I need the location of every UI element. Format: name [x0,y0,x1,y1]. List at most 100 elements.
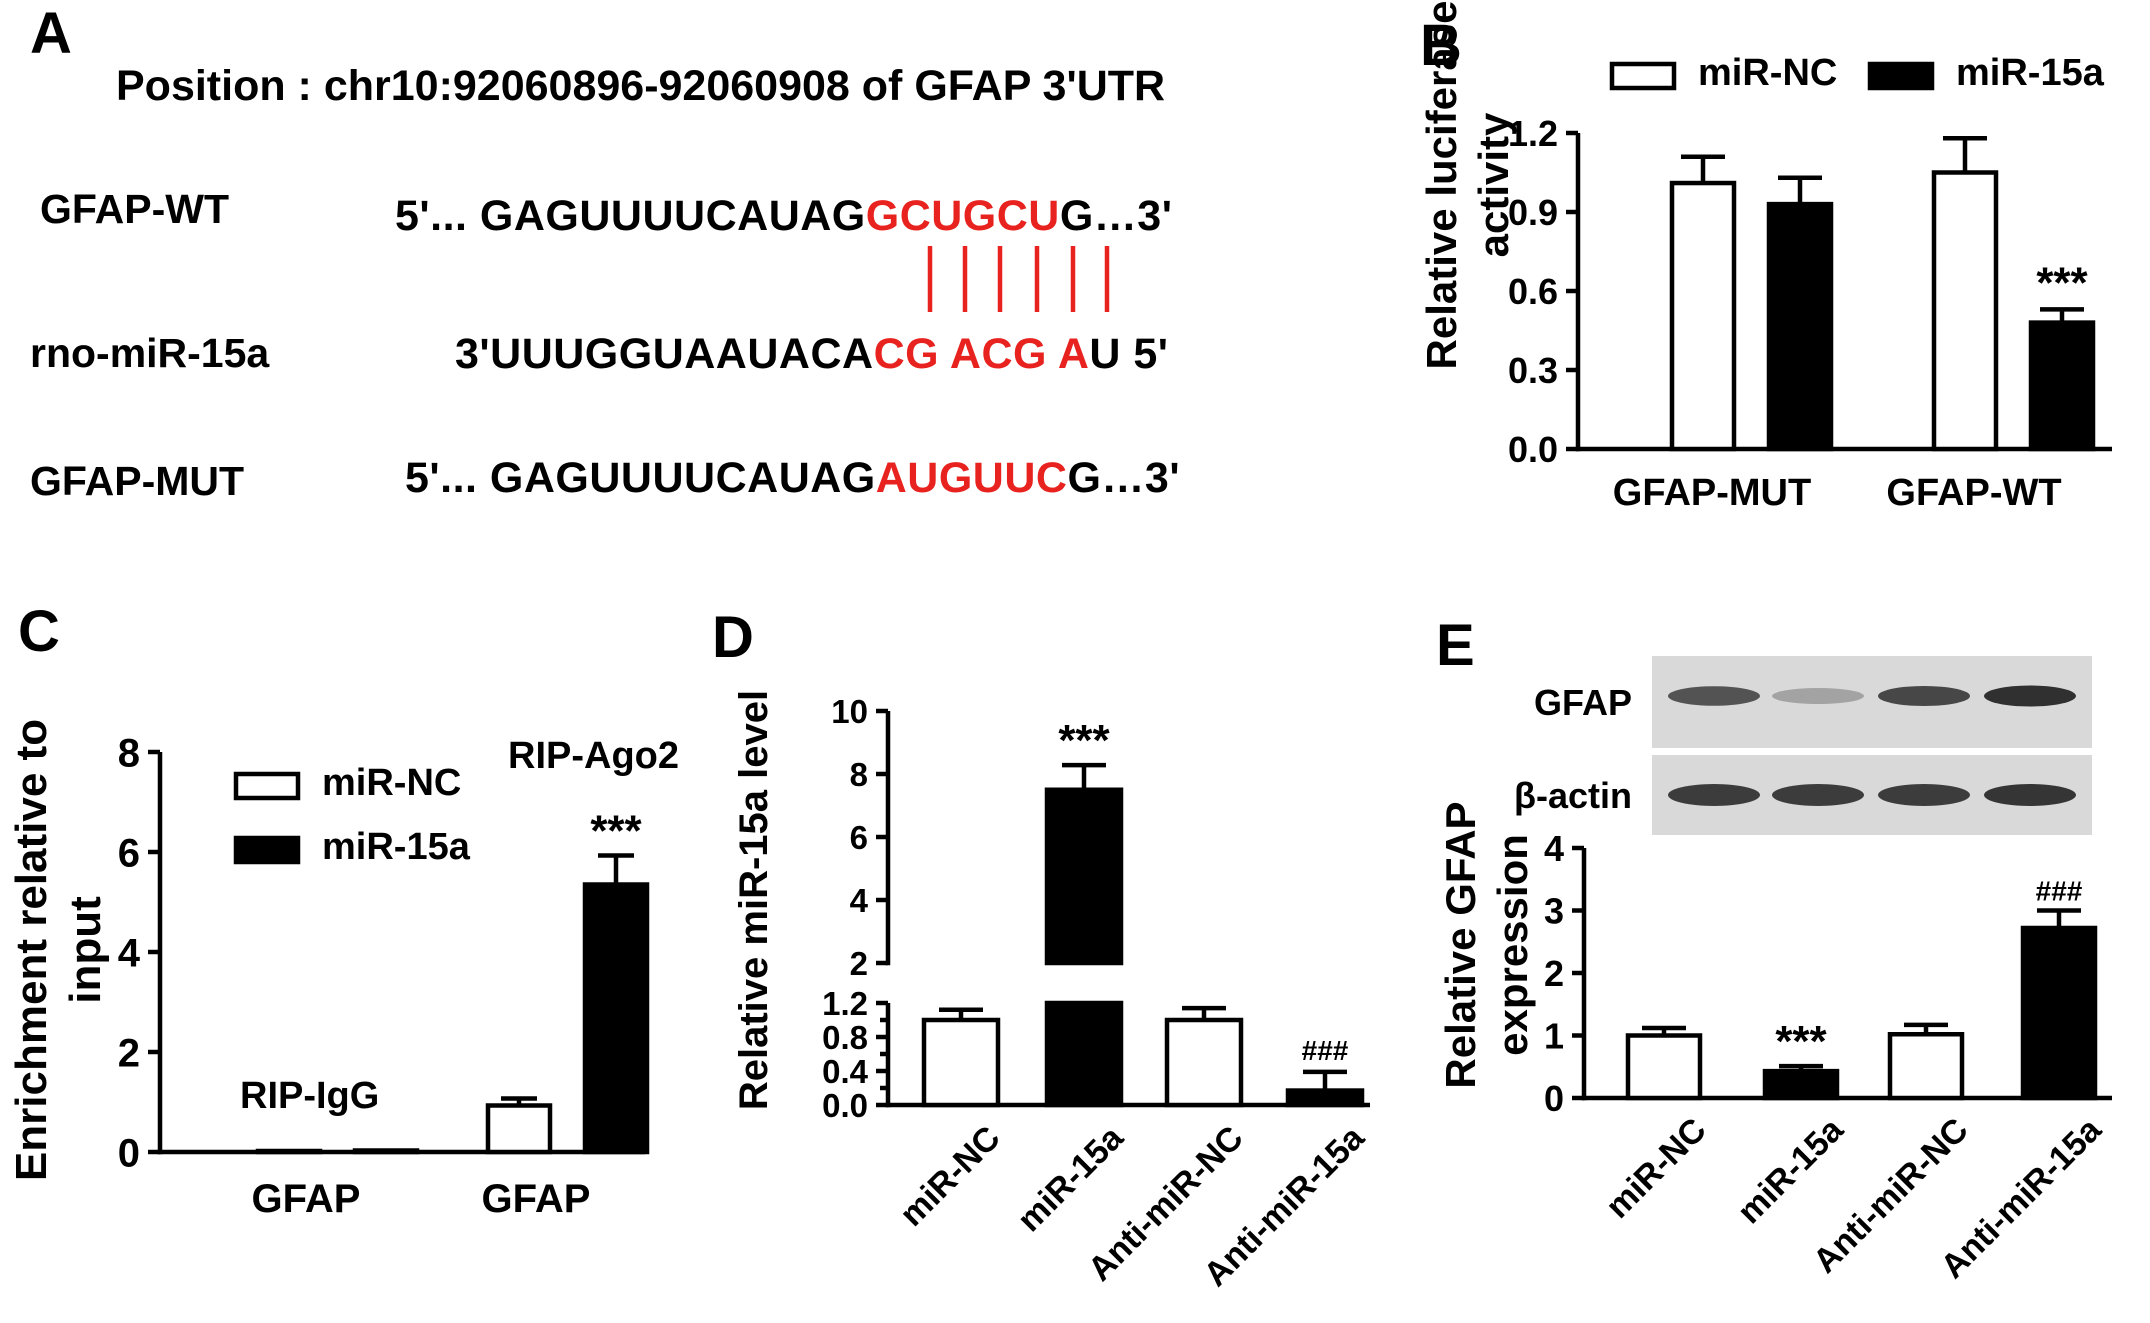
panel-a-letter: A [30,1,72,66]
b-bar [2028,320,2096,452]
e-bar [1625,1033,1703,1101]
c-y-axis-tick-label: 8 [118,731,140,775]
e-bar [1887,1032,1965,1101]
legend-swatch-solid [1867,61,1935,91]
b-x-tick-label: GFAP-MUT [1613,472,1811,514]
d-y-axis-upper-tick-label: 10 [831,693,868,730]
e-blot-band [1668,784,1760,806]
seq-label-rno-mir-15a: rno-miR-15a [30,330,270,376]
seq-gfap-mut-prefix: 5'... GAGUUUUCAUAG [405,454,876,502]
seq-gfap-mut-suffix: G…3' [1067,454,1181,502]
e-blot-label: β-actin [1514,775,1632,816]
b-significance: *** [2036,258,2088,307]
e-significance: ### [2036,876,2083,907]
c-y-label: input [61,896,110,1004]
b-x-tick-label: GFAP-WT [1886,472,2061,514]
d-bar [1285,1088,1365,1108]
e-significance: *** [1775,1017,1827,1066]
d-y-axis-upper-tick-label: 4 [850,882,869,919]
legend-swatch-solid [233,835,301,865]
seq-gfap-wt-site: GCUGCU [865,192,1060,240]
c-group-label: RIP-IgG [240,1075,379,1117]
b-y-axis-tick-label: 0.9 [1508,192,1558,233]
d-bar-lower [1044,1000,1124,1108]
e-y-axis-tick-label: 1 [1544,1015,1564,1056]
d-y-axis-upper-tick-label: 8 [850,756,868,793]
e-bar [2020,925,2098,1101]
legend-label: miR-15a [1956,52,2105,94]
legend-label: miR-NC [322,762,461,804]
e-blot-band [1772,688,1864,704]
b-y-label: Relative luciferase [1418,1,1465,370]
seq-rno-mir-15a: 3'UUUGGUAAUACACG ACG AU 5' [455,330,1169,379]
e-blot-band [1984,685,2076,707]
c-bar [255,1148,323,1155]
e-x-tick-label: miR-15a [1730,1110,1851,1231]
e-x-tick-label: miR-NC [1599,1111,1714,1226]
panel-b-letter: B [1420,13,1462,78]
seq-mir-site: CG ACG A [873,330,1090,378]
seq-gfap-wt-prefix: 5'... GAGUUUUCAUAG [395,192,866,240]
e-blot-band [1878,686,1970,706]
d-bar [921,1017,1001,1108]
e-y-axis-tick-label: 0 [1544,1078,1564,1119]
e-y-axis-tick-label: 4 [1544,828,1564,869]
c-x-tick-label: GFAP [482,1177,591,1221]
legend-label: miR-15a [322,826,471,868]
panel-c-letter: C [18,599,60,664]
c-y-axis-tick-label: 0 [118,1131,140,1175]
d-bar [1164,1017,1244,1108]
b-y-axis-tick-label: 0.0 [1508,429,1558,470]
d-y-label: Relative miR-15a level [732,690,776,1110]
legend-label: miR-NC [1698,52,1837,94]
d-y-axis-lower-tick-label: 1.2 [822,985,868,1022]
seq-label-gfap-wt: GFAP-WT [40,186,230,232]
d-x-tick-label: miR-15a [1010,1118,1131,1239]
b-y-axis-tick-label: 1.2 [1508,113,1558,154]
panel-a-position-title: Position : chr10:92060896-92060908 of GF… [116,62,1166,110]
c-y-axis-tick-label: 4 [118,931,141,975]
c-significance: *** [590,807,642,856]
seq-gfap-mut: 5'... GAGUUUUCAUAGAUGUUCG…3' [405,454,1180,503]
e-blot-band [1878,784,1970,806]
panel-d-letter: D [712,605,754,670]
e-y-label: expression [1489,834,1536,1056]
d-significance: ### [1302,1035,1349,1066]
b-bar [1766,201,1834,452]
legend-swatch-open [1609,61,1677,91]
e-blot-label: GFAP [1534,682,1632,723]
c-y-label: Enrichment relative to [7,719,56,1181]
e-blot-band [1984,784,2076,806]
e-y-axis-tick-label: 2 [1544,953,1564,994]
c-bar [582,882,650,1155]
e-blot-band [1668,686,1760,706]
seq-gfap-wt-suffix: G…3' [1059,192,1173,240]
b-bar [1931,170,1999,452]
b-y-axis-tick-label: 0.6 [1508,271,1558,312]
e-y-label: Relative GFAP [1437,801,1484,1088]
b-y-label: activity [1470,112,1517,257]
c-x-tick-label: GFAP [252,1177,361,1221]
seq-gfap-mut-site: AUGUUC [875,454,1068,502]
seq-gfap-wt: 5'... GAGUUUUCAUAGGCUGCUG…3' [395,192,1172,241]
d-y-axis-upper-tick-label: 6 [850,819,868,856]
e-blot-band [1772,784,1864,806]
seq-mir-suffix: U 5' [1089,330,1169,378]
e-y-axis-tick-label: 3 [1544,890,1564,931]
d-bar-upper [1044,787,1124,966]
c-group-label: RIP-Ago2 [508,735,679,777]
seq-label-gfap-mut: GFAP-MUT [30,458,245,504]
d-y-axis-lower-tick-label: 0.0 [822,1087,868,1124]
c-bar [485,1103,553,1155]
seq-mir-prefix: 3'UUUGGUAAUACA [455,330,874,378]
d-x-tick-label: miR-NC [893,1119,1008,1234]
panel-e-letter: E [1436,613,1475,678]
c-y-axis-tick-label: 2 [118,1031,140,1075]
d-y-axis-upper-tick-label: 2 [850,945,868,982]
d-y-axis-lower-tick-label: 0.4 [822,1053,869,1090]
d-y-axis-lower-tick-label: 0.8 [822,1019,868,1056]
legend-swatch-open [233,771,301,801]
d-significance: *** [1058,716,1110,765]
c-y-axis-tick-label: 6 [118,831,140,875]
